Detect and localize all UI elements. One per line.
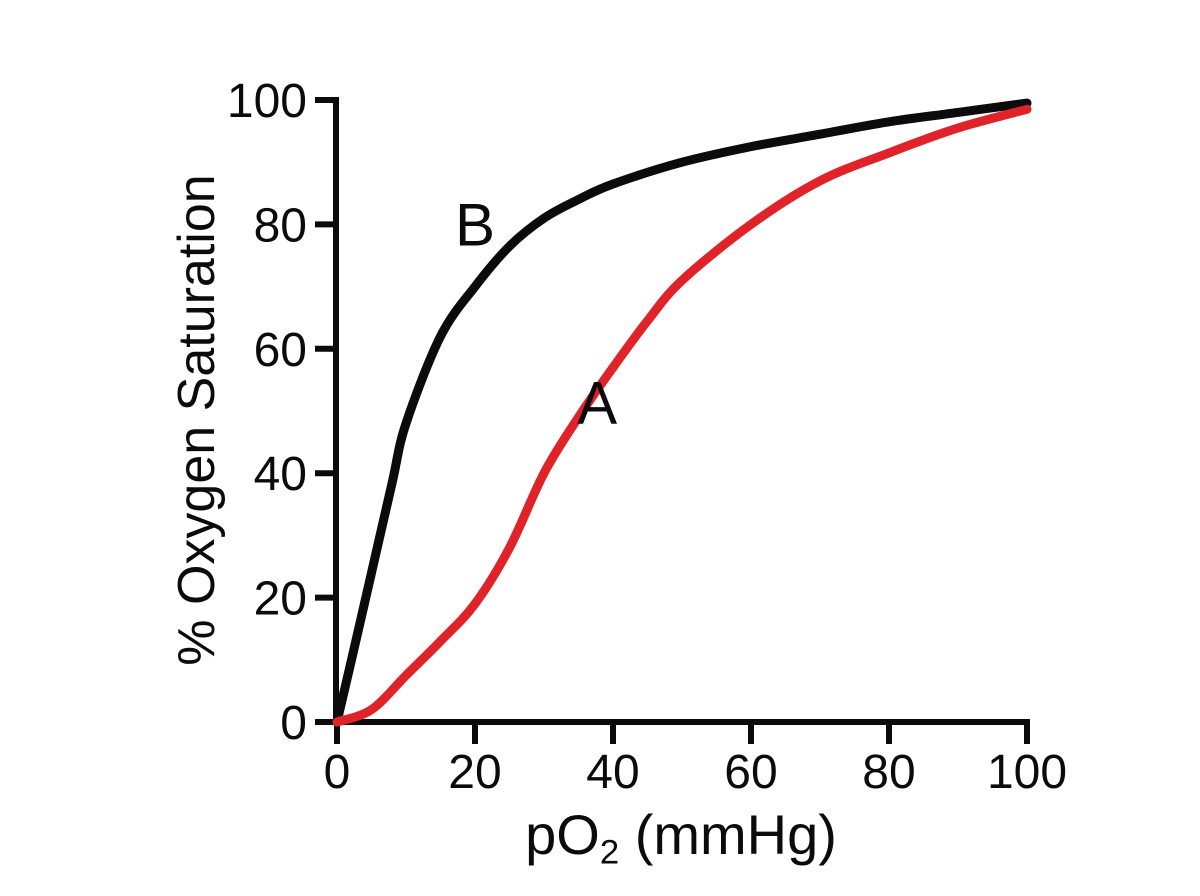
y-tick-label: 20: [254, 573, 307, 626]
curve-a-path: [332, 104, 1032, 727]
x-axis-title-text: pO: [525, 803, 600, 866]
y-tick-label: 40: [254, 448, 307, 501]
x-tick-label: 40: [586, 746, 639, 799]
y-tick-label: 100: [227, 75, 307, 128]
y-tick-label: 0: [280, 697, 307, 750]
curve-b-path: [332, 98, 1032, 727]
y-tick-label: 80: [254, 199, 307, 252]
y-tick-label: 60: [254, 324, 307, 377]
x-tick-label: 0: [324, 746, 351, 799]
y-axis-title: % Oxygen Saturation: [168, 174, 226, 666]
x-axis-title: pO2 (mmHg): [525, 804, 837, 872]
x-axis-title-subscript: 2: [599, 833, 620, 872]
x-tick-label: 80: [862, 746, 915, 799]
x-tick-label: 100: [987, 746, 1067, 799]
x-tick-label: 60: [724, 746, 777, 799]
curve-b-label: B: [455, 191, 495, 258]
x-tick-label: 20: [448, 746, 501, 799]
x-axis-title-units: (mmHg): [619, 803, 837, 866]
curve-a-label: A: [577, 369, 617, 436]
